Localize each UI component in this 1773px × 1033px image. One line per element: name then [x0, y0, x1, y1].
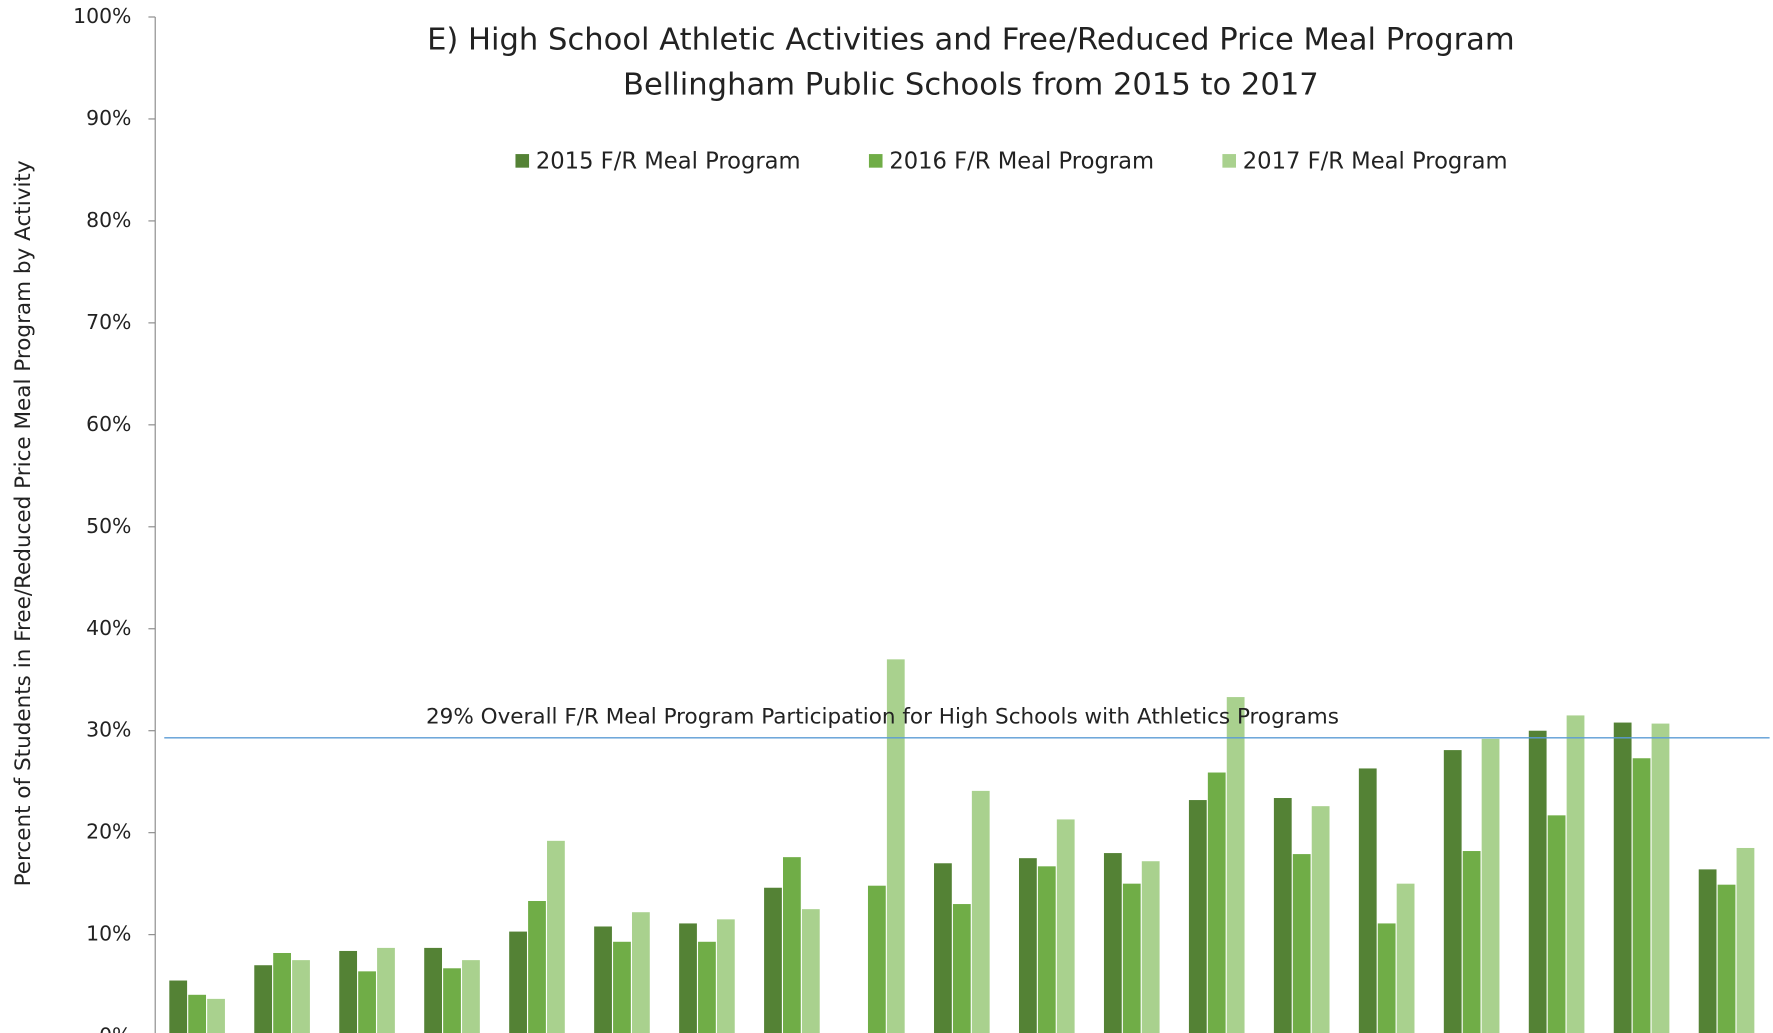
bar — [1481, 738, 1500, 1033]
bar — [613, 941, 631, 1033]
bar — [886, 659, 905, 1033]
y-tick-label: 90% — [86, 106, 131, 130]
bar — [273, 952, 291, 1033]
bar — [509, 931, 527, 1033]
y-tick-label: 60% — [86, 412, 131, 436]
bar — [1528, 730, 1547, 1033]
bar — [1736, 847, 1755, 1033]
bar — [547, 840, 565, 1033]
bar — [1273, 798, 1292, 1033]
bar — [1292, 854, 1311, 1033]
chart-subtitle: Bellingham Public Schools from 2015 to 2… — [623, 68, 1319, 103]
bar — [1717, 884, 1736, 1033]
bar — [1122, 883, 1141, 1033]
y-tick-label: 0% — [99, 1024, 131, 1033]
plot-root: E) High School Athletic Activities and F… — [11, 4, 1770, 1033]
legend-swatch — [868, 154, 883, 168]
legend-label: 2015 F/R Meal Program — [536, 149, 801, 175]
y-tick-label: 50% — [86, 514, 131, 538]
y-tick-label: 10% — [86, 922, 131, 946]
legend-label: 2017 F/R Meal Program — [1243, 149, 1508, 175]
bar — [1443, 750, 1462, 1033]
bar — [1396, 883, 1415, 1033]
bar — [1632, 758, 1651, 1033]
bar — [631, 912, 650, 1033]
bar — [339, 950, 358, 1033]
bar — [1188, 800, 1207, 1033]
bar — [679, 923, 697, 1033]
bar — [716, 919, 735, 1033]
bar — [1651, 723, 1670, 1033]
bar — [358, 971, 376, 1033]
y-tick-label: 40% — [86, 616, 131, 640]
bar — [698, 941, 716, 1033]
legend-swatch — [515, 154, 530, 168]
bar — [1103, 853, 1122, 1033]
bar — [971, 790, 990, 1033]
bar — [254, 965, 273, 1033]
y-tick-label: 80% — [86, 208, 131, 232]
bar — [188, 994, 207, 1033]
legend-swatch — [1222, 154, 1236, 168]
bar — [867, 885, 886, 1033]
bar — [207, 998, 225, 1033]
bar — [1141, 861, 1160, 1033]
bar — [764, 887, 782, 1033]
bar — [1698, 869, 1717, 1033]
y-tick-label: 70% — [86, 310, 131, 334]
bar — [1311, 806, 1330, 1033]
bar — [1566, 715, 1585, 1033]
bar — [1056, 819, 1075, 1033]
reference-label: 29% Overall F/R Meal Program Participati… — [426, 704, 1339, 729]
bar — [1613, 722, 1632, 1033]
bar — [1462, 851, 1481, 1033]
y-axis-label: Percent of Students in Free/Reduced Pric… — [11, 160, 36, 886]
bar — [528, 900, 546, 1033]
bar — [1226, 697, 1245, 1033]
bar — [594, 926, 612, 1033]
bar — [1207, 772, 1226, 1033]
y-tick-label: 100% — [73, 4, 131, 28]
bar — [292, 960, 310, 1033]
legend-label: 2016 F/R Meal Program — [889, 149, 1154, 175]
bar — [424, 947, 443, 1033]
y-tick-label: 20% — [86, 820, 131, 844]
bar — [1018, 858, 1037, 1033]
bar — [783, 857, 801, 1033]
bar — [1358, 768, 1377, 1033]
bar — [169, 980, 188, 1033]
bar — [801, 909, 820, 1033]
bar — [377, 947, 395, 1033]
bar — [462, 960, 480, 1033]
bar — [1377, 923, 1396, 1033]
bar — [1037, 866, 1056, 1033]
y-tick-label: 30% — [86, 718, 131, 742]
bar — [952, 904, 971, 1033]
bar — [1547, 815, 1566, 1033]
chart-title: E) High School Athletic Activities and F… — [427, 22, 1515, 57]
bar — [443, 968, 461, 1033]
bar — [934, 863, 952, 1033]
